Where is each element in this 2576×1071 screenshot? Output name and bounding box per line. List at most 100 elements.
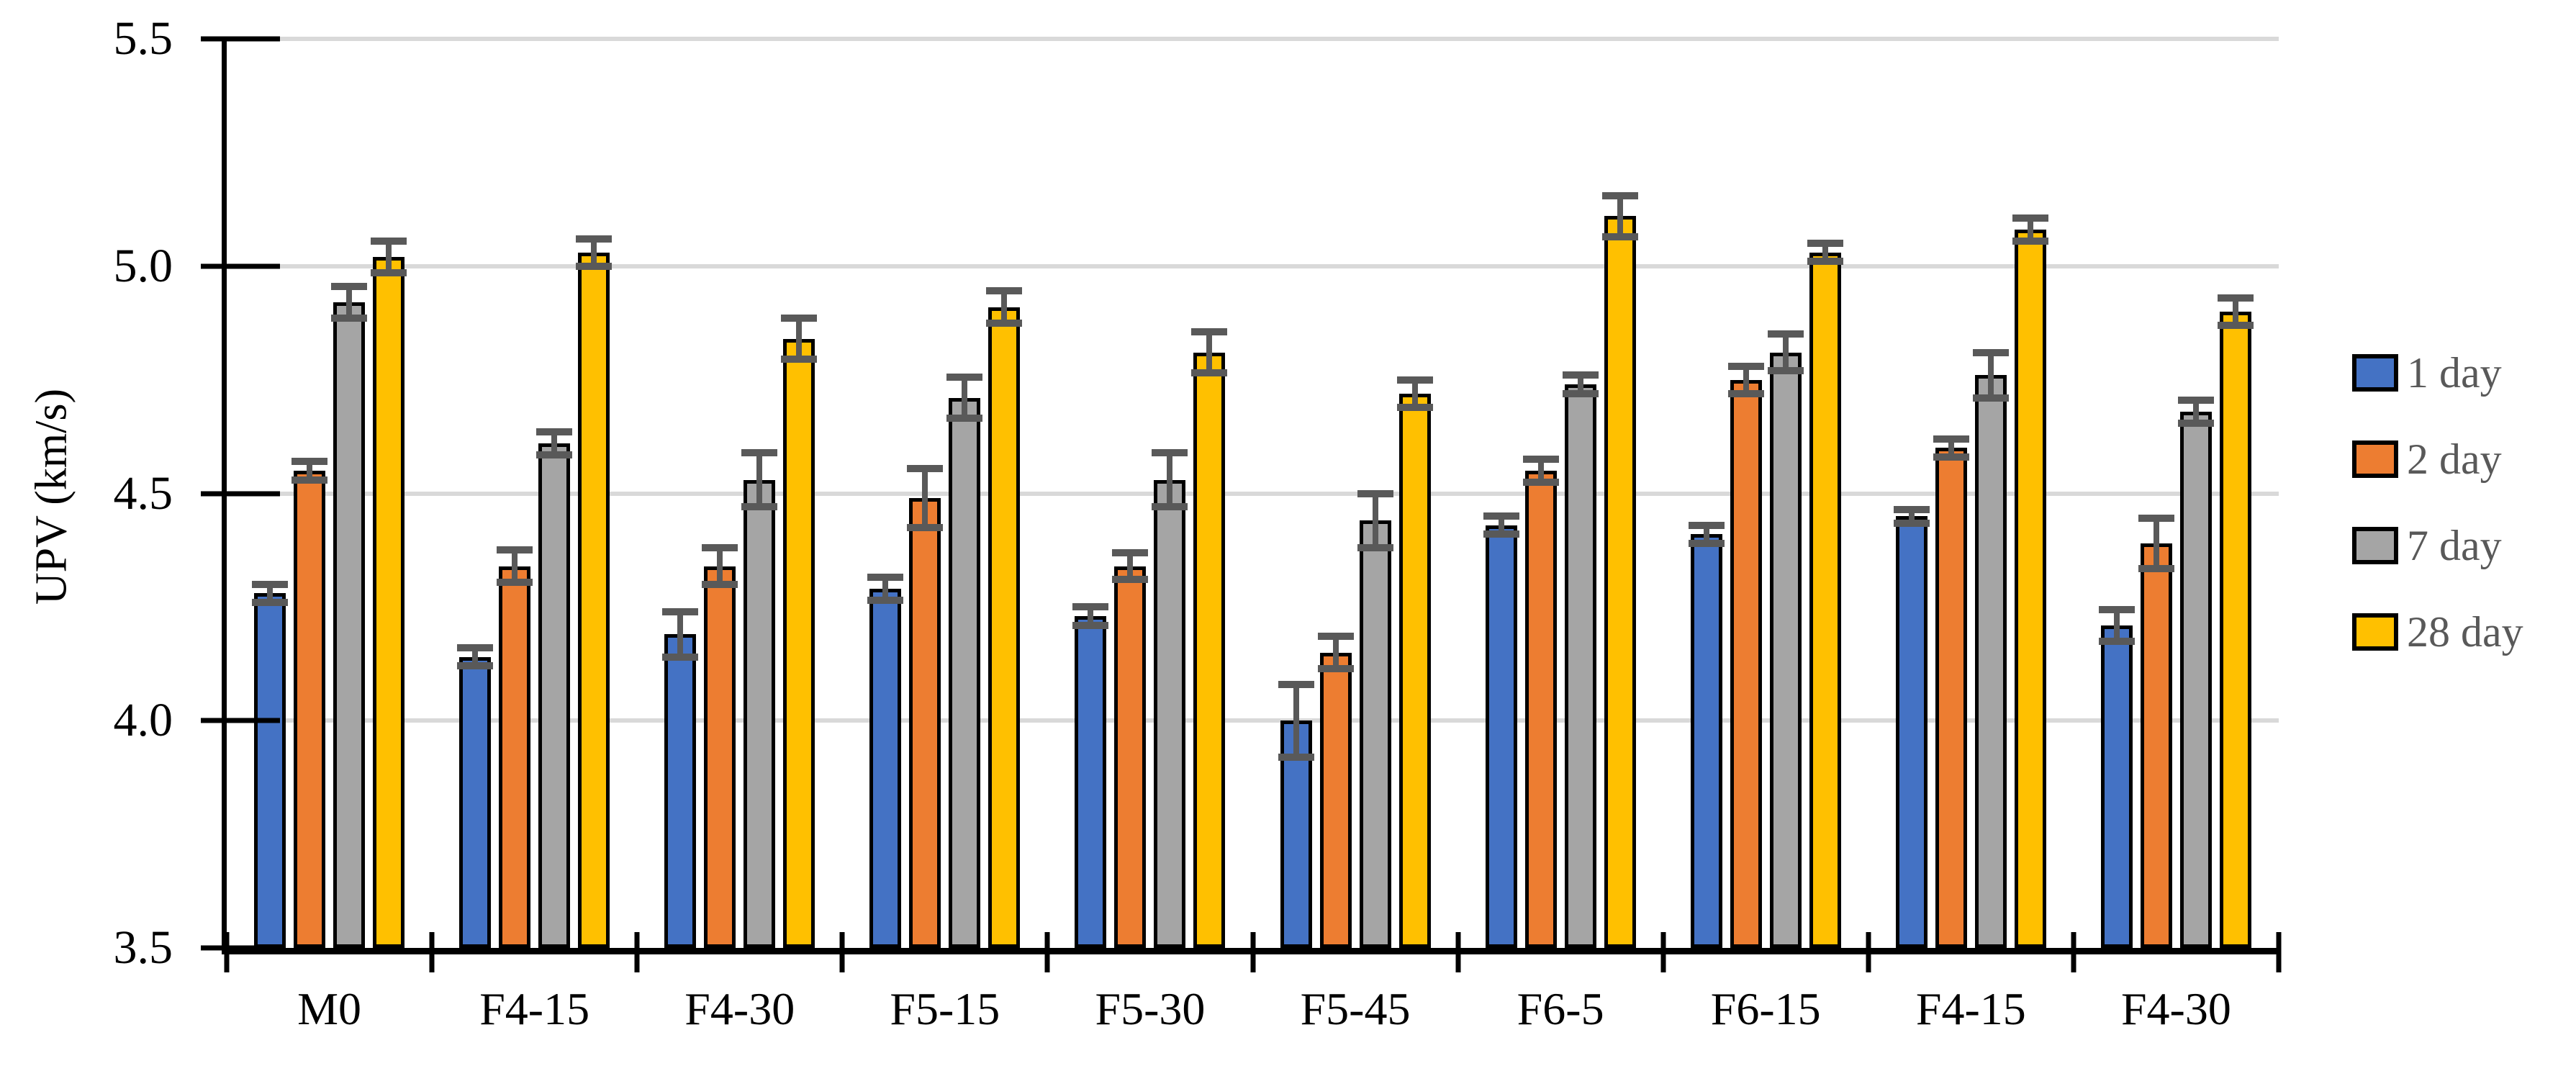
error-cap-top-F5-30-28day <box>1191 328 1228 336</box>
x-tick-boundary-8 <box>1866 932 1871 972</box>
bar-slot-F4-30-7day <box>2177 39 2214 948</box>
error-cap-top-F5-45-2day <box>1317 633 1354 641</box>
error-cap-bottom-F5-45-28day <box>1396 403 1433 411</box>
bar-F4-30-1day-value-4.21 <box>2100 625 2133 948</box>
error-cap-top-M0-28day <box>371 238 407 245</box>
error-bar-F5-15-7day <box>962 377 968 419</box>
bar-F6-15-2day-value-4.75 <box>1730 379 1762 948</box>
x-label-F6-15: F6-15 <box>1710 983 1821 1034</box>
x-axis-category-labels: M0 F4-15 F4-30 F5-15 F5-30 F5-45 F6-5 F6-15 F4-1… <box>227 982 2279 1036</box>
error-cap-bottom-F4-30-2day <box>2138 564 2174 572</box>
bar-slot-F5-15-1day <box>867 39 904 948</box>
error-cap-bottom-F6-5-28day <box>1601 232 1638 240</box>
error-cap-bottom-F4-30-7day <box>741 503 778 511</box>
x-label-F4-15: F4-15 <box>479 983 590 1034</box>
bar-slot-F5-45-7day <box>1357 39 1393 948</box>
error-cap-top-M0-1day <box>252 580 289 588</box>
bar-slot-F5-45-1day <box>1278 39 1314 948</box>
error-cap-top-F4-15-28day <box>576 235 613 243</box>
error-cap-top-F4-15-7day <box>1972 348 2009 356</box>
y-tick-4.5 <box>201 491 280 496</box>
bar-group-F5-30 <box>1047 39 1252 948</box>
bar-slot-F5-30-1day <box>1072 39 1109 948</box>
bar-slot-F6-5-1day <box>1483 39 1519 948</box>
error-bar-F4-30-28day <box>796 318 803 360</box>
error-cap-bottom-F6-15-28day <box>1807 258 1843 266</box>
error-cap-bottom-F5-45-7day <box>1357 544 1393 552</box>
bar-slot-M0-1day <box>252 39 289 948</box>
bar-F4-15-2day-value-4.34 <box>499 566 531 948</box>
error-cap-top-F4-15-1day <box>457 644 494 652</box>
x-tick-boundary-10 <box>2276 932 2282 972</box>
legend-label-2day: 2 day <box>2407 435 2502 483</box>
bar-slot-F6-15-1day <box>1688 39 1725 948</box>
bar-F4-15-2day-value-4.60 <box>1935 448 1967 948</box>
error-cap-top-F5-45-1day <box>1278 680 1314 688</box>
x-label-F4-30: F4-30 <box>684 983 795 1034</box>
bar-slot-F4-15-7day <box>1972 39 2009 948</box>
bar-F4-15-1day-value-4.45 <box>1895 516 1928 948</box>
error-bar-F5-45-28day <box>1411 379 1418 407</box>
error-bar-F4-30-28day <box>2232 297 2238 325</box>
bar-slot-F5-45-28day <box>1396 39 1433 948</box>
bar-slot-M0-2day <box>292 39 328 948</box>
error-cap-top-F4-15-1day <box>1893 505 1930 513</box>
bar-F4-30-1day-value-4.19 <box>664 634 697 948</box>
x-tick-boundary-1 <box>429 932 435 972</box>
error-cap-top-F5-15-1day <box>867 574 904 582</box>
error-bar-F5-15-1day <box>882 577 889 600</box>
error-cap-top-F5-15-7day <box>946 374 983 381</box>
bar-slot-M0-7day <box>331 39 368 948</box>
bar-F4-15-7day-value-4.76 <box>1974 375 2007 948</box>
y-tick-label-4.5: 4.5 <box>113 466 173 520</box>
bar-F4-30-28day-value-4.84 <box>783 338 815 948</box>
bar-slot-F4-30-28day <box>781 39 818 948</box>
error-cap-top-F6-5-1day <box>1483 512 1519 520</box>
error-cap-top-F5-15-28day <box>986 287 1023 295</box>
bar-F5-45-7day-value-4.44 <box>1359 520 1391 948</box>
y-tick-5.5 <box>201 36 280 42</box>
error-bar-M0-28day <box>386 241 392 274</box>
bar-group-F4-30 <box>2074 39 2279 948</box>
error-bar-F4-30-2day <box>2153 518 2159 569</box>
bar-F6-15-1day-value-4.41 <box>1690 534 1722 948</box>
error-cap-top-M0-2day <box>292 458 328 466</box>
error-cap-top-F5-30-2day <box>1112 548 1149 556</box>
error-cap-bottom-F5-30-1day <box>1072 621 1109 629</box>
error-bar-F6-15-1day <box>1703 525 1709 543</box>
bar-slot-F4-30-28day <box>2217 39 2254 948</box>
bar-slot-F6-5-28day <box>1601 39 1638 948</box>
bar-F5-30-7day-value-4.53 <box>1154 479 1186 948</box>
bar-slot-M0-28day <box>371 39 407 948</box>
error-bar-F6-5-2day <box>1537 459 1544 482</box>
legend-swatch-1day <box>2352 354 2398 392</box>
bar-F4-30-7day-value-4.53 <box>744 479 776 948</box>
bar-slot-F4-15-1day <box>1893 39 1930 948</box>
error-cap-bottom-F5-45-1day <box>1278 753 1314 761</box>
error-bar-F5-45-2day <box>1332 636 1339 669</box>
legend-entry-28day: 28 day <box>2352 606 2523 658</box>
error-bar-F6-15-28day <box>1822 243 1828 262</box>
bar-F6-5-28day-value-5.11 <box>1604 216 1636 948</box>
bar-F6-5-2day-value-4.55 <box>1524 470 1557 948</box>
legend-swatch-2day <box>2352 440 2398 478</box>
error-cap-top-F5-45-7day <box>1357 489 1393 497</box>
error-bar-F5-30-1day <box>1088 607 1094 625</box>
bar-slot-F5-15-7day <box>946 39 983 948</box>
bar-slot-F5-30-28day <box>1191 39 1228 948</box>
legend-label-7day: 7 day <box>2407 521 2502 569</box>
error-cap-bottom-F4-15-28day <box>576 262 613 270</box>
bar-F4-30-2day-value-4.39 <box>2140 543 2172 948</box>
error-cap-top-F4-30-1day <box>2098 605 2135 613</box>
bar-group-F6-15 <box>1663 39 1868 948</box>
x-tick-boundary-4 <box>1044 932 1050 972</box>
error-bar-F4-30-7day <box>756 452 763 507</box>
error-bar-F5-30-2day <box>1127 552 1134 580</box>
legend-swatch-28day <box>2352 613 2398 651</box>
error-bar-F4-30-1day <box>2113 609 2120 641</box>
x-label-F4-15: F4-15 <box>1915 983 2026 1034</box>
error-cap-top-F5-30-7day <box>1152 448 1188 456</box>
bar-slot-F4-15-28day <box>576 39 613 948</box>
bar-slot-F6-15-2day <box>1727 39 1764 948</box>
bar-M0-2day-value-4.55 <box>294 470 326 948</box>
